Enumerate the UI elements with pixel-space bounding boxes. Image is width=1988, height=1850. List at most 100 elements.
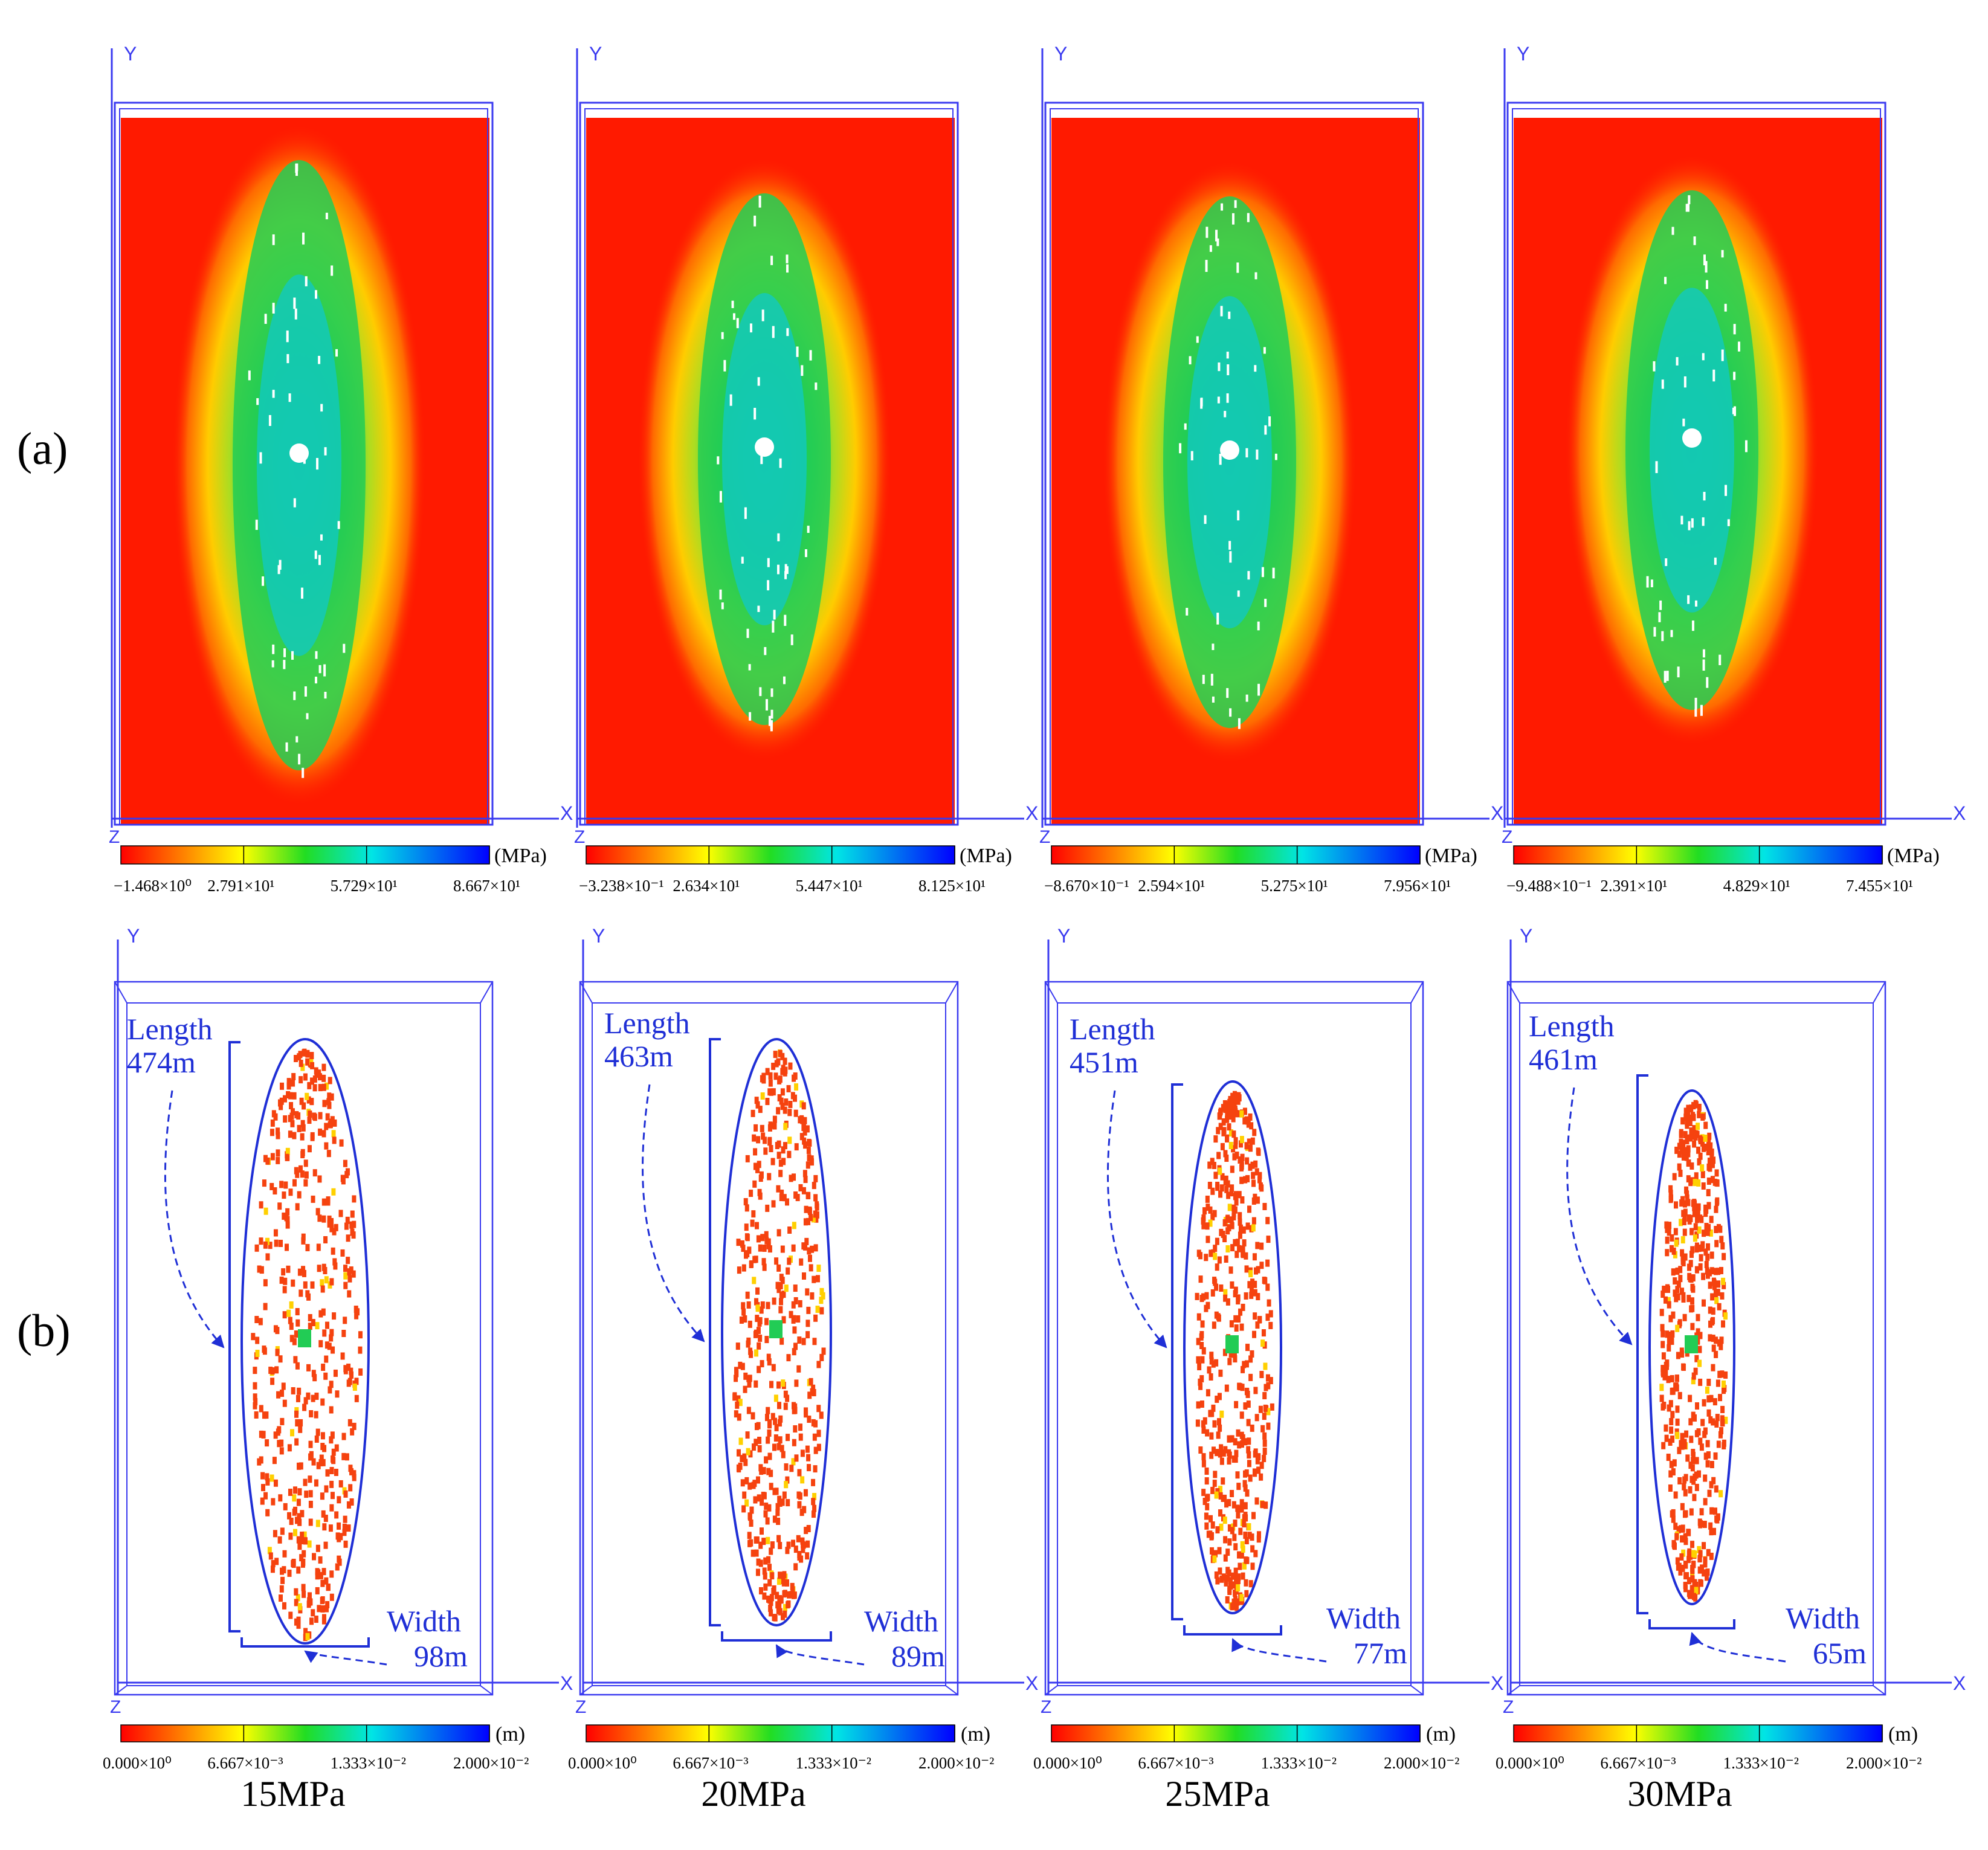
fracture-cell <box>1225 1596 1230 1603</box>
fracture-cell <box>1266 1422 1271 1430</box>
fracture-cell <box>799 1258 804 1266</box>
fracture-cell <box>329 1278 334 1286</box>
fracture-cell <box>320 1432 325 1440</box>
fracture-cell <box>804 1237 809 1245</box>
fracture-trace <box>1721 349 1724 361</box>
fracture-cell <box>291 1559 295 1567</box>
fracture-cell <box>1228 1129 1233 1137</box>
fracture-cell <box>753 1162 758 1170</box>
fracture-cell <box>766 1436 770 1444</box>
fracture-cell <box>1714 1297 1719 1304</box>
fracture-cell <box>1688 1118 1693 1126</box>
fracture-cell <box>1233 1520 1238 1527</box>
fracture-cell <box>1684 1186 1689 1194</box>
fracture-cell <box>1259 1462 1264 1469</box>
fracture-cell <box>1198 1275 1203 1283</box>
fracture-cell <box>1233 1355 1238 1363</box>
fracture-cell <box>1721 1320 1726 1328</box>
fracture-cell <box>1693 1133 1698 1141</box>
fracture-cell <box>322 1329 327 1337</box>
fracture-cell <box>1689 1127 1694 1135</box>
fracture-cell <box>812 1504 817 1512</box>
fracture-cell <box>329 1570 334 1578</box>
fracture-trace <box>1688 195 1691 205</box>
fracture-cell <box>1219 1457 1224 1465</box>
fracture-trace <box>1680 515 1683 524</box>
fracture-cell <box>315 1428 320 1436</box>
fracture-trace <box>786 254 789 263</box>
fracture-cell <box>1688 1486 1693 1494</box>
fracture-trace <box>1703 492 1706 501</box>
fracture-cell <box>1219 1410 1224 1418</box>
fracture-cell <box>1674 1384 1679 1392</box>
fracture-cell <box>752 1443 757 1451</box>
colorbar-tick-label: 2.000×10⁻² <box>1384 1754 1459 1772</box>
fracture-cell <box>1691 1377 1696 1385</box>
fracture-cell <box>338 1480 343 1487</box>
fracture-cell <box>352 1195 357 1203</box>
fracture-trace <box>1190 451 1193 461</box>
fracture-cell <box>344 1222 349 1230</box>
fracture-cell <box>352 1220 357 1228</box>
fracture-cell <box>781 1379 786 1387</box>
fracture-cell <box>1213 1172 1218 1179</box>
fracture-cell <box>1674 1375 1679 1382</box>
fracture-trace <box>1650 579 1653 587</box>
fracture-cell <box>1679 1199 1684 1207</box>
fracture-cell <box>1216 1418 1221 1426</box>
fracture-cell <box>279 1585 284 1593</box>
fracture-cell <box>343 1272 348 1280</box>
fracture-cell <box>329 1406 334 1414</box>
fracture-cell <box>1698 1263 1703 1271</box>
fracture-cell <box>265 1478 270 1486</box>
fracture-cell <box>741 1302 746 1310</box>
fracture-trace <box>1683 376 1686 388</box>
fracture-cell <box>766 1353 771 1361</box>
y-axis-label: Y <box>592 925 605 947</box>
fracture-cell <box>1222 1516 1227 1524</box>
fracture-cell <box>321 1074 326 1082</box>
colorbar-tick-label: 1.333×10⁻² <box>1723 1754 1799 1772</box>
fracture-cell <box>1239 1411 1244 1419</box>
fracture-trace <box>286 354 289 364</box>
colorbar-tick-label: 6.667×10⁻³ <box>207 1754 283 1772</box>
fracture-cell <box>310 1132 315 1139</box>
fracture-cell <box>346 1257 350 1265</box>
fracture-cell <box>300 1170 305 1178</box>
fracture-cell <box>316 1569 321 1577</box>
fracture-trace <box>770 709 773 719</box>
fracture-cell <box>1665 1249 1670 1257</box>
fracture-cell <box>279 1103 283 1110</box>
fracture-cell <box>276 1132 280 1139</box>
fracture-cell <box>1227 1105 1231 1113</box>
fracture-cell <box>308 1323 312 1330</box>
fracture-trace <box>1268 416 1271 427</box>
fracture-cell <box>294 1167 299 1175</box>
fracture-cell <box>1246 1400 1251 1408</box>
fracture-cell <box>1671 1515 1676 1523</box>
fracture-cell <box>318 1310 323 1318</box>
fracture-trace <box>772 326 775 338</box>
fracture-trace <box>773 610 776 620</box>
fracture-cell <box>1235 1471 1240 1479</box>
fracture-cell <box>1231 1598 1236 1606</box>
fracture-cell <box>1240 1196 1245 1204</box>
fracture-cell <box>1671 1509 1676 1516</box>
fracture-cell <box>785 1476 790 1484</box>
fracture-cell <box>819 1353 824 1361</box>
z-axis-label: Z <box>109 827 120 847</box>
fracture-cell <box>732 1392 737 1400</box>
fracture-cell <box>1680 1236 1685 1244</box>
frame-edge <box>480 981 493 1004</box>
fracture-trace <box>1186 608 1189 616</box>
fracture-cell <box>323 1267 328 1275</box>
caption-20mpa: 20MPa <box>701 1774 806 1814</box>
fracture-cell <box>358 1331 363 1339</box>
fracture-cell <box>1244 1590 1249 1597</box>
fracture-cell <box>796 1365 801 1373</box>
fracture-cell <box>1216 1152 1221 1159</box>
fracture-cell <box>1700 1164 1705 1172</box>
fracture-trace <box>272 390 275 398</box>
fracture-cell <box>1684 1572 1689 1580</box>
fracture-cell <box>286 1078 291 1086</box>
